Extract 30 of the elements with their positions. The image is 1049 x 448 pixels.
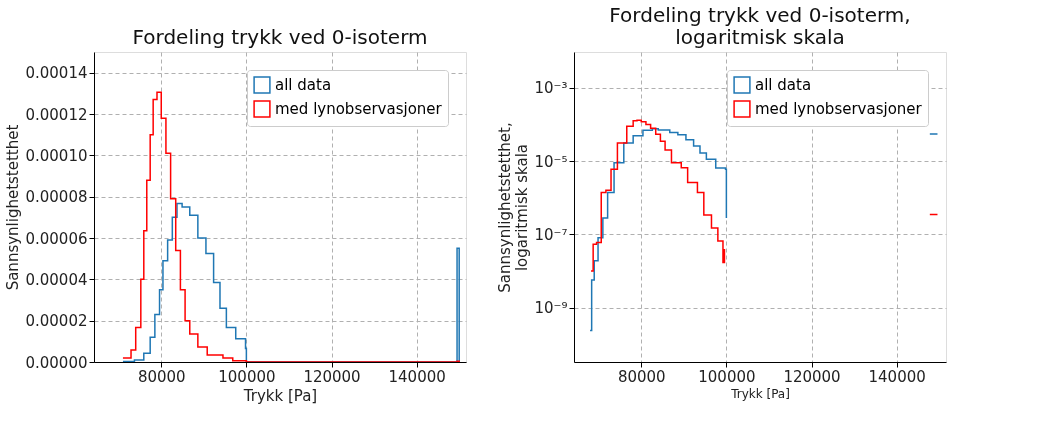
- y-tick-label: 10⁻⁹: [534, 299, 568, 318]
- y-tick-label: 0.00010: [25, 146, 88, 165]
- y-tick-label: 10⁻⁷: [534, 225, 568, 244]
- chart-title: Fordeling trykk ved 0-isoterm: [132, 25, 428, 49]
- y-axis-title: Sannsynlighetstetthet, logaritmisk skala: [496, 122, 532, 293]
- y-tick-label: 0.00000: [25, 353, 88, 372]
- y-tick-label: 0.00008: [25, 188, 88, 207]
- legend-label: med lynobservasjoner: [275, 100, 443, 118]
- y-tick-label: 0.00002: [25, 312, 88, 331]
- x-tick-label: 120000: [303, 367, 361, 386]
- legend-label: med lynobservasjoner: [755, 100, 923, 118]
- x-tick-label: 140000: [868, 367, 926, 386]
- y-tick-label: 10⁻⁵: [534, 152, 568, 171]
- x-tick-label: 80000: [617, 367, 666, 386]
- legend-label: all data: [275, 76, 332, 94]
- x-tick-label: 120000: [783, 367, 841, 386]
- y-tick-label: 0.00014: [25, 64, 88, 83]
- y-axis-title: Sannsynlighetstetthet: [4, 124, 23, 291]
- x-axis-title: Trykk [Pa]: [242, 386, 318, 405]
- x-tick-label: 140000: [388, 367, 446, 386]
- y-tick-label: 0.00006: [25, 229, 88, 248]
- chart-title: Fordeling trykk ved 0-isoterm, logaritmisk skala: [609, 3, 911, 49]
- x-tick-label: 100000: [698, 367, 756, 386]
- y-tick-label: 10⁻³: [534, 79, 568, 98]
- x-axis-title: Trykk [Pa]: [730, 386, 790, 401]
- legend-label: all data: [755, 76, 812, 94]
- y-tick-label: 0.00012: [25, 105, 88, 124]
- x-tick-label: 100000: [218, 367, 276, 386]
- y-tick-label: 0.00004: [25, 270, 88, 289]
- x-tick-label: 80000: [137, 367, 186, 386]
